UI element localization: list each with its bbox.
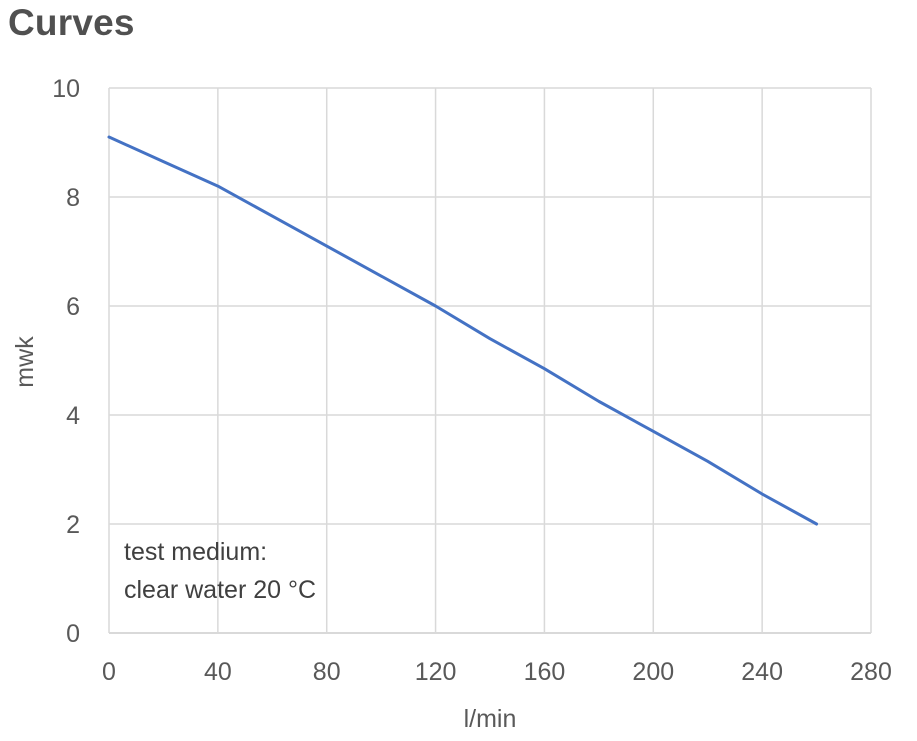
y-tick-label: 2 bbox=[66, 511, 80, 539]
x-tick-label: 80 bbox=[313, 658, 341, 686]
x-tick-label: 200 bbox=[632, 658, 674, 686]
page-title: Curves bbox=[8, 2, 135, 43]
y-tick-label: 6 bbox=[66, 293, 80, 321]
chart-grid bbox=[108, 87, 872, 634]
y-tick-labels: 0 2 4 6 8 10 bbox=[52, 75, 80, 648]
series-lines bbox=[107, 135, 819, 526]
series-line bbox=[107, 135, 819, 526]
y-tick-label: 10 bbox=[52, 75, 80, 103]
x-tick-label: 240 bbox=[741, 658, 783, 686]
annotation-line-2: clear water 20 °C bbox=[124, 576, 316, 604]
x-tick-label: 120 bbox=[415, 658, 457, 686]
annotation-line-1: test medium: bbox=[124, 538, 267, 566]
y-tick-label: 8 bbox=[66, 184, 80, 212]
x-tick-label: 280 bbox=[850, 658, 892, 686]
x-tick-label: 0 bbox=[102, 658, 116, 686]
y-tick-label: 4 bbox=[66, 402, 80, 430]
x-tick-label: 40 bbox=[204, 658, 232, 686]
x-axis-label: l/min bbox=[464, 705, 517, 733]
x-tick-labels: 0 40 80 120 160 200 240 280 bbox=[102, 658, 892, 686]
y-axis-label: mwk bbox=[11, 336, 39, 388]
x-tick-label: 160 bbox=[524, 658, 566, 686]
y-tick-label: 0 bbox=[66, 620, 80, 648]
